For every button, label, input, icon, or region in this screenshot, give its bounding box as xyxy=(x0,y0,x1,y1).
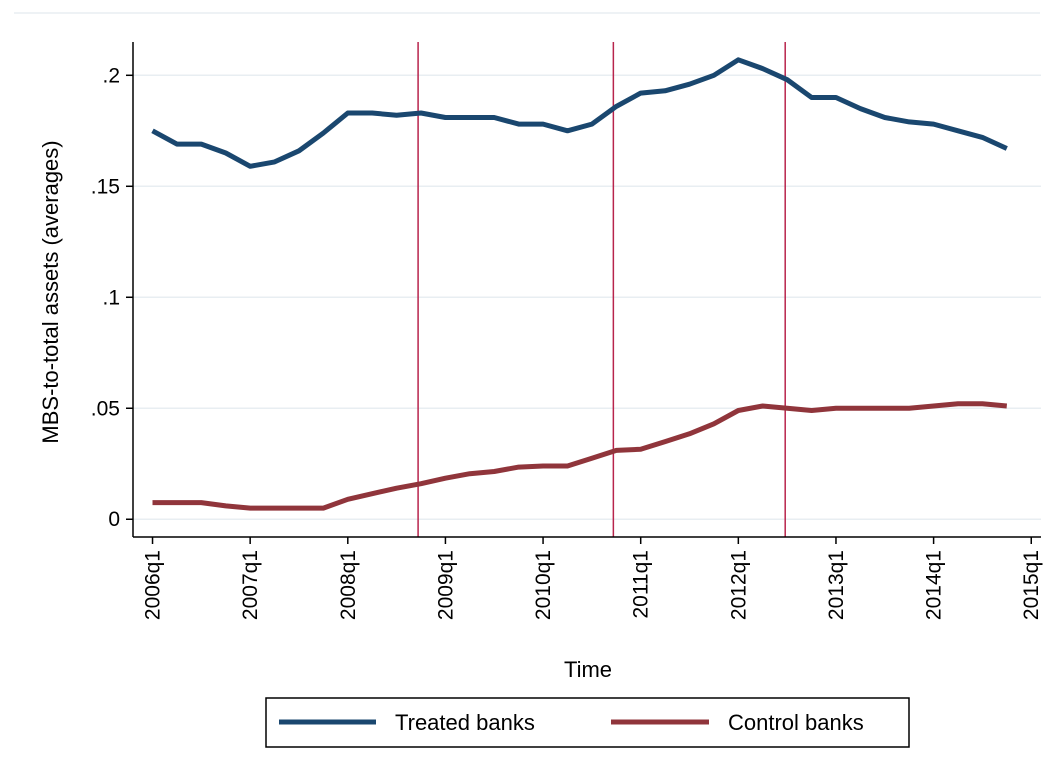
x-tick-label: 2015q1 xyxy=(1020,550,1043,620)
y-tick-label: 0 xyxy=(108,508,120,531)
x-tick-label: 2008q1 xyxy=(337,550,360,620)
y-tick-label: .15 xyxy=(91,175,120,198)
series-layer xyxy=(151,57,1008,511)
x-axis-title: Time xyxy=(564,657,612,682)
legend: Treated banks Control banks xyxy=(265,697,910,748)
legend-label: Control banks xyxy=(728,710,864,735)
x-tick-label: 2006q1 xyxy=(142,550,165,620)
y-tick-labels: 0 .05 .1 .15 .2 xyxy=(91,64,120,531)
legend-label: Treated banks xyxy=(395,710,535,735)
x-tick-label: 2009q1 xyxy=(434,550,457,620)
axes-layer xyxy=(126,42,1041,544)
x-tick-labels: 2006q1 2007q1 2008q1 2009q1 2010q1 2011q1 2012… xyxy=(142,550,1044,620)
series-line-control-banks xyxy=(152,401,1008,511)
x-tick-label: 2012q1 xyxy=(727,550,750,620)
x-tick-label: 2014q1 xyxy=(923,550,946,620)
y-tick-label: .1 xyxy=(102,286,120,309)
series-line-treated-banks xyxy=(151,57,1008,169)
y-axis-title: MBS-to-total assets (averages) xyxy=(38,140,63,443)
grid-layer xyxy=(133,74,1041,520)
vertical-lines-layer xyxy=(417,42,786,537)
x-tick-label: 2013q1 xyxy=(825,550,848,620)
y-tick-label: .2 xyxy=(102,64,120,87)
y-tick-label: .05 xyxy=(91,397,120,420)
x-tick-label: 2010q1 xyxy=(532,550,555,620)
x-tick-label: 2011q1 xyxy=(630,550,653,619)
x-tick-label: 2007q1 xyxy=(239,550,262,620)
